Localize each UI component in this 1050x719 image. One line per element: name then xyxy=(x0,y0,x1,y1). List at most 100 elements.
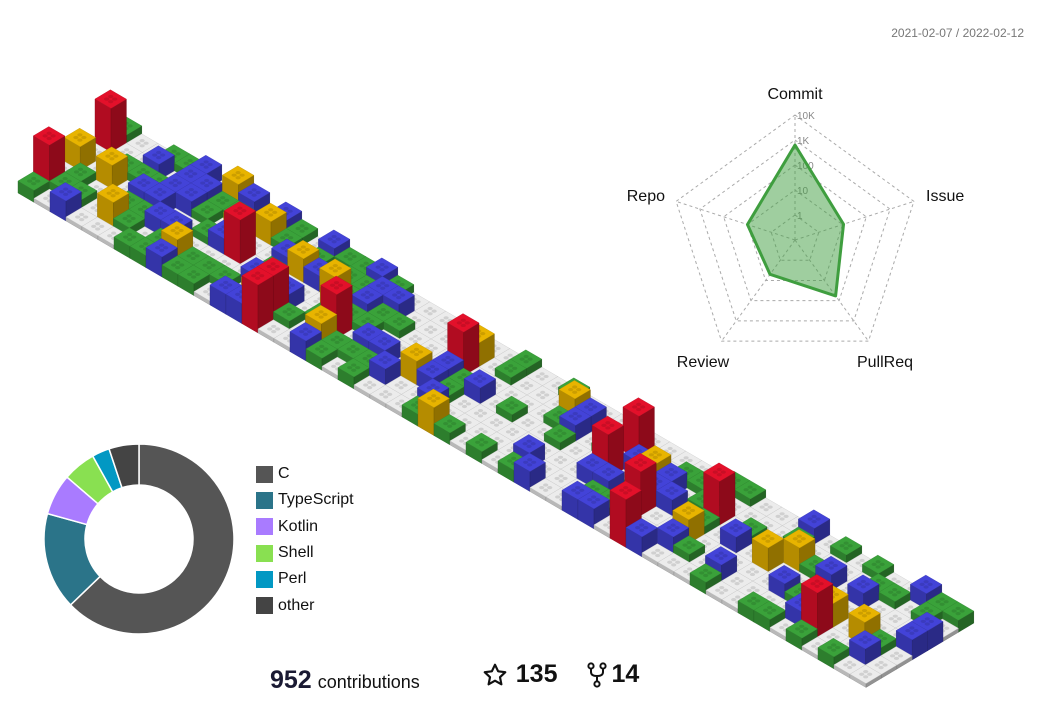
brick-stud xyxy=(552,413,558,417)
brick-top-face xyxy=(495,395,528,415)
brick-stud xyxy=(539,372,545,376)
brick-stud xyxy=(920,619,926,624)
brick-stud xyxy=(395,280,401,284)
brick-stud xyxy=(892,593,898,597)
legend-swatch xyxy=(256,518,273,536)
brick-stud xyxy=(322,312,328,317)
brick-stud xyxy=(417,350,424,354)
brick-stud xyxy=(536,411,542,416)
brick-stud xyxy=(395,402,401,406)
brick-stud xyxy=(793,590,800,594)
brick-stud xyxy=(492,362,498,366)
brick-stud xyxy=(591,500,597,504)
brick-stud xyxy=(519,357,525,361)
brick-stud xyxy=(225,262,232,266)
brick-stud xyxy=(126,214,132,218)
brick-stud xyxy=(507,353,513,357)
brick-stud xyxy=(42,134,48,138)
brick-stud xyxy=(572,385,578,389)
brick-stud xyxy=(866,638,872,642)
brick-top-face xyxy=(33,126,66,146)
brick-stud xyxy=(707,571,713,575)
brick-stud xyxy=(588,402,594,406)
brick-stud xyxy=(508,369,514,373)
brick-stud xyxy=(282,310,288,314)
brick-stud xyxy=(735,478,741,483)
brick-stud xyxy=(779,625,785,630)
brick-stud xyxy=(231,173,237,177)
brick-top-face xyxy=(719,518,752,538)
brick-stud xyxy=(737,526,743,530)
brick-stud xyxy=(681,508,688,513)
brick-stud xyxy=(200,207,206,212)
brick-stud xyxy=(735,595,741,599)
brick-stud xyxy=(503,356,509,360)
brick-stud xyxy=(860,579,866,584)
brick-stud xyxy=(75,215,81,219)
brick-stud xyxy=(303,226,309,231)
brick-stud xyxy=(924,617,930,621)
legend-swatch xyxy=(256,465,273,483)
brick-top-face xyxy=(895,621,928,641)
brick-stud xyxy=(296,247,302,252)
brick-stud xyxy=(584,439,590,444)
legend-swatch xyxy=(256,544,273,562)
brick-stud xyxy=(796,534,802,538)
brick-stud xyxy=(690,543,696,547)
brick-stud xyxy=(392,319,398,324)
radar-axis-label-commit: Commit xyxy=(767,86,823,103)
brick-stud xyxy=(716,467,722,472)
brick-stud xyxy=(601,423,607,427)
brick-stud xyxy=(880,581,886,585)
brick-stud xyxy=(192,190,198,194)
brick-stud xyxy=(655,548,661,552)
brick-stud xyxy=(271,330,277,334)
brick-stud xyxy=(35,179,41,183)
brick-stud xyxy=(881,636,888,641)
brick-stud xyxy=(224,198,230,202)
brick-stud xyxy=(814,579,820,583)
brick-stud xyxy=(493,423,500,427)
brick-stud xyxy=(696,478,702,482)
brick-stud xyxy=(235,176,241,180)
brick-stud xyxy=(186,254,192,258)
brick-stud xyxy=(636,402,642,406)
brick-stud xyxy=(110,194,116,198)
brick-stud xyxy=(775,514,781,518)
brick-stud xyxy=(259,274,265,278)
brick-stud xyxy=(877,634,884,638)
brick-stud xyxy=(223,286,229,290)
brick-stud xyxy=(314,312,320,317)
brick-stud xyxy=(686,540,692,545)
brick-stud xyxy=(159,248,165,252)
brick-stud xyxy=(751,488,757,492)
brick-stud xyxy=(540,390,546,394)
brick-stud xyxy=(204,210,210,214)
brick-stud xyxy=(272,210,278,214)
brick-stud xyxy=(46,131,52,135)
brick-stud xyxy=(609,423,615,427)
brick-stud xyxy=(253,262,260,266)
brick-stud xyxy=(157,187,163,192)
brick-stud xyxy=(522,442,528,446)
brick-stud xyxy=(331,234,337,239)
brick-top-face xyxy=(416,359,449,379)
brick-stud xyxy=(568,388,574,392)
brick-top-face xyxy=(400,342,433,362)
brick-stud xyxy=(489,402,495,406)
brick-top-face xyxy=(783,529,816,549)
brick-stud xyxy=(656,453,662,457)
brick-stud xyxy=(683,569,689,574)
brick-stud xyxy=(715,588,721,592)
brick-stud xyxy=(208,181,214,185)
brick-stud xyxy=(839,544,845,548)
brick-stud xyxy=(465,402,472,406)
brick-stud xyxy=(799,629,805,634)
brick-stud xyxy=(593,460,600,465)
brick-stud xyxy=(800,537,806,541)
brick-stud xyxy=(428,343,434,348)
brick-stud xyxy=(461,373,467,377)
brick-stud xyxy=(720,470,726,474)
brick-stud xyxy=(237,211,243,215)
brick-stud xyxy=(399,282,405,287)
